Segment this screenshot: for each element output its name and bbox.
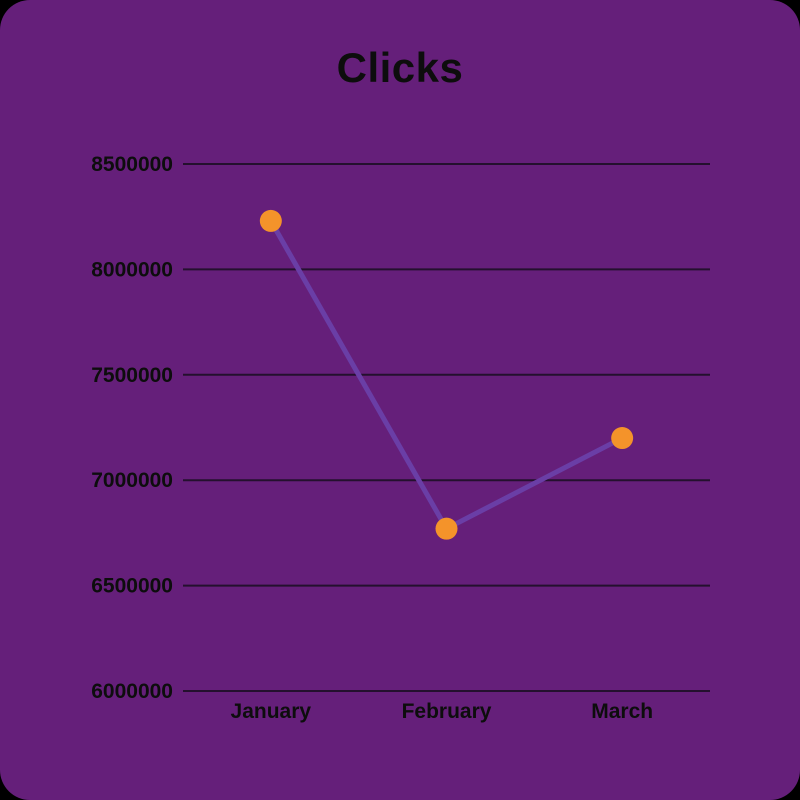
x-tick-label: February xyxy=(402,700,492,723)
y-tick-label: 8500000 xyxy=(91,153,173,176)
chart-title: Clicks xyxy=(336,44,464,91)
data-point xyxy=(259,209,282,232)
y-tick-label: 8000000 xyxy=(91,258,173,281)
y-tick-label: 7000000 xyxy=(91,469,173,492)
data-point xyxy=(611,427,634,450)
x-tick-label: March xyxy=(591,700,653,723)
y-tick-label: 6000000 xyxy=(91,680,173,703)
data-point xyxy=(435,517,458,540)
y-tick-label: 7500000 xyxy=(91,364,173,387)
y-tick-label: 6500000 xyxy=(91,575,173,598)
x-tick-label: January xyxy=(231,700,312,723)
